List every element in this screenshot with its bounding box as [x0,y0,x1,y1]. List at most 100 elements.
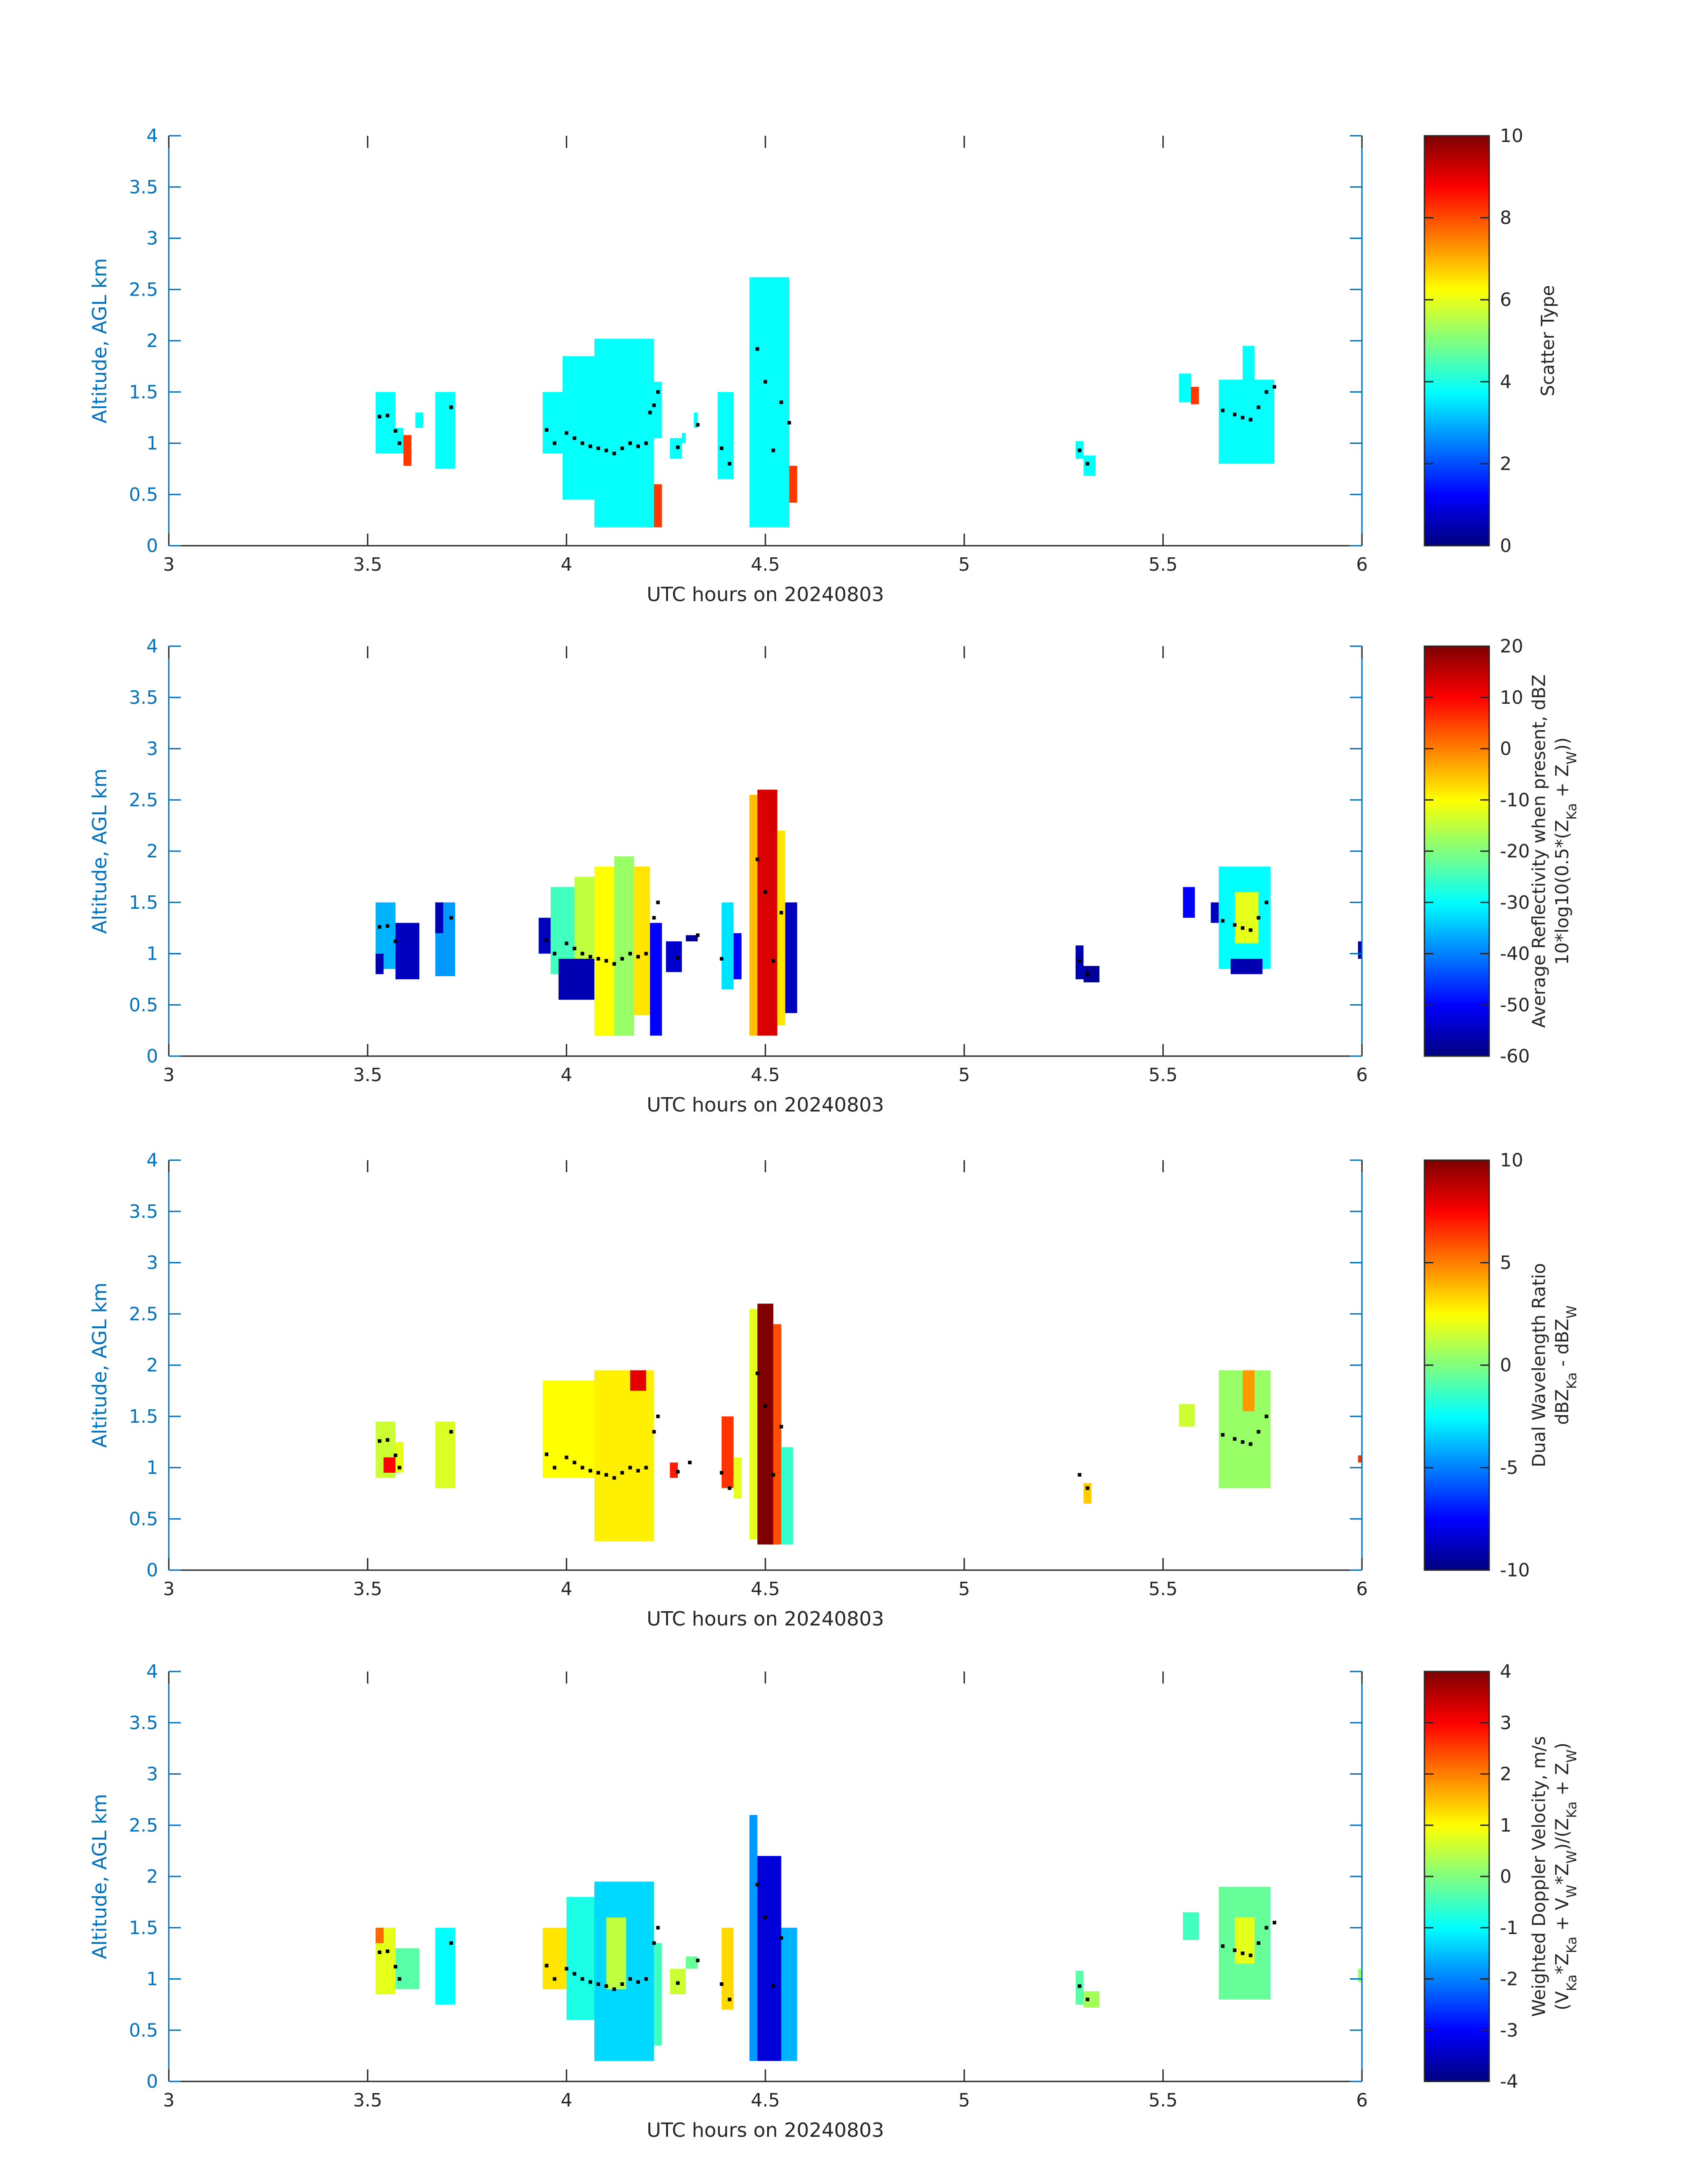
dwr-cell-5 [594,1370,654,1542]
velocity-marker-33 [1249,1953,1253,1957]
dwr-colorbar-step-42 [1424,1432,1489,1436]
scatter-colorbar-step-6 [1424,523,1489,527]
dwr-colorbar-step-25 [1424,1487,1489,1491]
scatter-colorbar-step-116 [1424,171,1489,175]
dwr-colorbar-step-113 [1424,1205,1489,1209]
dwr-colorbar-step-37 [1424,1448,1489,1452]
scatter-colorbar-step-41 [1424,411,1489,415]
scatter-cell-18 [1179,373,1191,402]
dwr-colorbar-step-96 [1424,1259,1489,1263]
dwr-colorbar-step-69 [1424,1345,1489,1350]
scatter-marker-10 [589,444,593,448]
reflectivity-colorbar-step-23 [1424,979,1489,983]
reflectivity-colorbar-step-61 [1424,857,1489,861]
velocity-colorbar-step-18 [1424,2020,1489,2024]
scatter-colorbar-step-23 [1424,468,1489,473]
velocity-colorbar-step-9 [1424,2049,1489,2053]
velocity-colorbar-step-114 [1424,1713,1489,1717]
velocity-marker-30 [1221,1944,1225,1948]
dwr-colorbar-step-110 [1424,1214,1489,1219]
scatter-colorbar-step-90 [1424,254,1489,258]
velocity-colorbar-step-55 [1424,1902,1489,1906]
reflectivity-colorbar-step-79 [1424,800,1489,804]
dwr-colorbar-step-62 [1424,1368,1489,1372]
scatter-xtick-label-4: 5 [958,554,970,575]
reflectivity-colorbar-step-117 [1424,678,1489,682]
velocity-colorbar-step-29 [1424,1985,1489,1989]
dwr-colorbar-step-119 [1424,1186,1489,1190]
scatter-cell-19 [1191,387,1199,405]
scatter-ytick-label-2: 1 [146,433,158,454]
scatter-colorbar-step-122 [1424,151,1489,156]
velocity-colorbar-step-80 [1424,1822,1489,1826]
reflectivity-colorbar-step-53 [1424,883,1489,887]
velocity-colorbar-step-49 [1424,1921,1489,1925]
reflectivity-colorbar-step-69 [1424,832,1489,836]
dwr-colorbar-step-66 [1424,1355,1489,1359]
reflectivity-cell-28 [1358,941,1362,959]
reflectivity-colorbar-step-1 [1424,1049,1489,1053]
reflectivity-cell-18 [757,790,777,1036]
velocity-colorbar-step-41 [1424,1947,1489,1951]
velocity-colorbar-step-71 [1424,1851,1489,1855]
scatter-colorbar-step-81 [1424,283,1489,287]
reflectivity-marker-28 [1221,919,1225,923]
dwr-colorbar-step-75 [1424,1326,1489,1331]
dwr-colorbar-step-15 [1424,1519,1489,1523]
velocity-cell-5 [566,1897,595,2020]
reflectivity-colorbar-step-89 [1424,768,1489,772]
reflectivity-colorbar-step-33 [1424,947,1489,951]
reflectivity-colorbar-step-101 [1424,729,1489,733]
dwr-colorbar-step-32 [1424,1464,1489,1468]
dwr-ylabel: Altitude, AGL km [88,1283,111,1448]
reflectivity-colorbar-step-19 [1424,992,1489,996]
scatter-colorbar-frame [1424,135,1490,547]
velocity-ytick-label-1: 0.5 [129,2019,158,2041]
reflectivity-cell-24 [1211,902,1219,923]
velocity-colorbar-step-96 [1424,1771,1489,1775]
scatter-colorbar-step-62 [1424,344,1489,348]
velocity-cell-1 [376,1927,384,1943]
velocity-colorbar-step-20 [1424,2014,1489,2018]
scatter-marker-8 [572,436,576,440]
velocity-colorbar-step-33 [1424,1972,1489,1976]
dwr-cbtick-label-2: 0 [1500,1354,1512,1376]
scatter-colorbar-step-64 [1424,337,1489,341]
dwr-colorbar-step-0 [1424,1567,1489,1571]
scatter-marker-7 [564,431,568,435]
scatter-colorbar-step-70 [1424,318,1489,322]
reflectivity-colorbar-step-47 [1424,902,1489,906]
velocity-colorbar-step-43 [1424,1940,1489,1944]
scatter-colorbar-step-49 [1424,385,1489,389]
velocity-marker-35 [1265,1926,1269,1930]
velocity-colorbar-step-45 [1424,1934,1489,1938]
reflectivity-colorbar-step-65 [1424,844,1489,848]
velocity-cbtick-label-3: -1 [1500,1917,1518,1939]
reflectivity-marker-17 [652,916,656,920]
scatter-cbtick-label-2: 4 [1500,371,1512,393]
reflectivity-colorbar-step-118 [1424,675,1489,679]
reflectivity-cbtick-label-3: -30 [1500,892,1530,913]
velocity-colorbar-step-66 [1424,1867,1489,1871]
velocity-marker-32 [1240,1951,1244,1956]
scatter-colorbar-step-32 [1424,440,1489,444]
velocity-colorbar-step-5 [1424,2062,1489,2066]
reflectivity-colorbar-step-43 [1424,915,1489,919]
scatter-ytick-label-0: 0 [146,535,158,556]
scatter-marker-16 [636,444,640,448]
scatter-colorbar-step-47 [1424,392,1489,396]
dwr-colorbar-step-27 [1424,1480,1489,1484]
scatter-colorbar-step-33 [1424,437,1489,441]
dwr-colorbar-step-57 [1424,1384,1489,1388]
dwr-colorbar-step-63 [1424,1365,1489,1369]
scatter-cbtick-label-5: 10 [1500,125,1523,146]
reflectivity-cell-27 [1231,958,1263,974]
velocity-cbtick-label-8: 4 [1500,1661,1512,1682]
velocity-cbtick-label-1: -3 [1500,2019,1518,2041]
dwr-colorbar-step-117 [1424,1192,1489,1196]
velocity-ytick-label-7: 3.5 [129,1712,158,1734]
scatter-colorbar-step-24 [1424,465,1489,469]
reflectivity-colorbar-step-5 [1424,1036,1489,1041]
reflectivity-colorbar-step-97 [1424,742,1489,746]
reflectivity-colorbar-step-120 [1424,669,1489,673]
